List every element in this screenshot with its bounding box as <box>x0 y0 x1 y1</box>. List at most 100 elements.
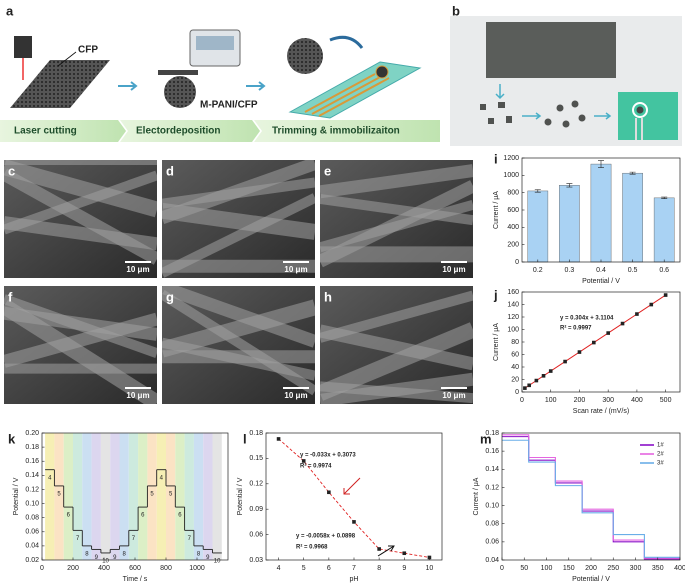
step-label: 7 <box>76 536 80 542</box>
arrow <box>246 81 266 91</box>
y-tick-label: 0.08 <box>25 515 39 522</box>
y-tick-label: 0.09 <box>249 506 263 513</box>
legend-label: 2# <box>657 452 664 458</box>
y-tick-label: 0.06 <box>485 539 499 546</box>
annotation: R² = 0.9974 <box>300 463 332 470</box>
scale-bar-label: 10 μm <box>126 265 149 274</box>
point <box>534 378 539 383</box>
ph-band <box>82 433 92 560</box>
y-axis-label: Current / μA <box>493 323 500 361</box>
y-tick-label: 0.14 <box>485 466 499 473</box>
fiber <box>159 160 318 224</box>
bar <box>622 172 643 263</box>
panel-label: b <box>452 3 460 18</box>
disc <box>164 76 196 108</box>
y-tick-label: 600 <box>507 207 519 214</box>
ph-band <box>91 433 101 560</box>
scale-bar-label: 10 μm <box>284 265 307 274</box>
panel-label: e <box>324 163 331 178</box>
x-tick-label: 50 <box>520 565 528 572</box>
x-tick-label: 300 <box>630 565 642 572</box>
cfp-label: CFP <box>78 45 98 56</box>
x-tick-label: 200 <box>585 565 597 572</box>
panel-label: d <box>166 163 174 178</box>
y-tick-label: 0.04 <box>485 557 499 564</box>
step-label: Trimming & immobilizaiton <box>272 126 400 137</box>
x-tick-label: 0.5 <box>628 267 638 274</box>
x-tick-label: 0 <box>520 397 524 404</box>
ph-band <box>166 433 176 560</box>
cut-pieces <box>480 100 586 128</box>
y-tick-label: 800 <box>507 190 519 197</box>
y-tick-label: 40 <box>511 364 519 371</box>
panel-label: c <box>8 163 15 178</box>
y-tick-label: 100 <box>507 326 519 333</box>
y-axis-label: Potential / V <box>13 477 20 515</box>
y-tick-label: 0.06 <box>249 531 263 538</box>
x-axis-label: pH <box>350 576 359 583</box>
electrode-disc <box>636 106 644 114</box>
x-axis-label: Potential / V <box>572 576 610 583</box>
ph-band <box>63 433 73 560</box>
point <box>548 369 553 373</box>
y-tick-label: 160 <box>507 289 519 296</box>
x-tick-label: 100 <box>545 397 557 404</box>
fiber <box>4 160 160 218</box>
point <box>327 490 331 495</box>
scale-bar-label: 10 μm <box>442 391 465 400</box>
step-label: 5 <box>150 491 154 497</box>
x-tick-label: 400 <box>98 565 110 572</box>
panel-label: h <box>324 289 332 304</box>
arrow <box>118 81 138 91</box>
point <box>635 312 639 316</box>
y-tick-label: 60 <box>511 351 519 358</box>
ph-band <box>212 433 222 560</box>
error-bar <box>566 183 573 188</box>
x-tick-label: 7 <box>352 565 356 572</box>
x-tick-label: 500 <box>660 397 672 404</box>
arrow <box>495 84 505 100</box>
annotation: R² = 0.9968 <box>296 544 328 551</box>
y-tick-label: 0.02 <box>25 557 39 564</box>
point <box>649 302 654 307</box>
x-tick-label: 600 <box>129 565 141 572</box>
fiber <box>159 281 318 348</box>
x-tick-label: 0.2 <box>533 267 543 274</box>
point <box>301 459 306 463</box>
error-bar <box>534 189 541 193</box>
ph-band <box>156 433 166 560</box>
error-bar <box>629 171 636 175</box>
point <box>592 340 596 345</box>
x-axis-label: Time / s <box>123 576 148 583</box>
x-tick-label: 0.4 <box>596 267 606 274</box>
step-label: 7 <box>188 536 192 542</box>
arrow <box>343 477 361 495</box>
x-tick-label: 0 <box>40 565 44 572</box>
scale-bar-label: 10 μm <box>284 391 307 400</box>
x-tick-label: 350 <box>652 565 664 572</box>
bar <box>590 163 612 263</box>
electrode-label: M-PANI/CFP <box>200 100 258 111</box>
y-tick-label: 0.04 <box>25 543 39 550</box>
point <box>541 374 546 378</box>
y-tick-label: 120 <box>507 314 519 321</box>
point <box>577 350 582 354</box>
step-label: 4 <box>48 475 52 481</box>
step-band <box>120 120 260 142</box>
legend-label: 1# <box>657 443 664 449</box>
electrode-ring <box>632 102 648 118</box>
x-tick-label: 9 <box>402 565 406 572</box>
fiber <box>159 299 318 358</box>
y-tick-label: 0.12 <box>249 481 263 488</box>
curved-arrow <box>329 35 364 49</box>
x-tick-label: 200 <box>574 397 586 404</box>
bar <box>653 197 675 263</box>
fiber <box>159 193 318 278</box>
electrode-holder <box>158 70 198 75</box>
bar <box>527 190 549 263</box>
y-tick-label: 140 <box>507 301 519 308</box>
arrow <box>377 545 395 557</box>
x-tick-label: 0 <box>500 565 504 572</box>
arrow <box>594 112 612 120</box>
